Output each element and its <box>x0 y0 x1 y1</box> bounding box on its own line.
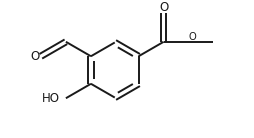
Text: O: O <box>159 1 168 14</box>
Text: HO: HO <box>42 92 60 105</box>
Text: O: O <box>30 50 40 63</box>
Text: O: O <box>189 32 196 42</box>
